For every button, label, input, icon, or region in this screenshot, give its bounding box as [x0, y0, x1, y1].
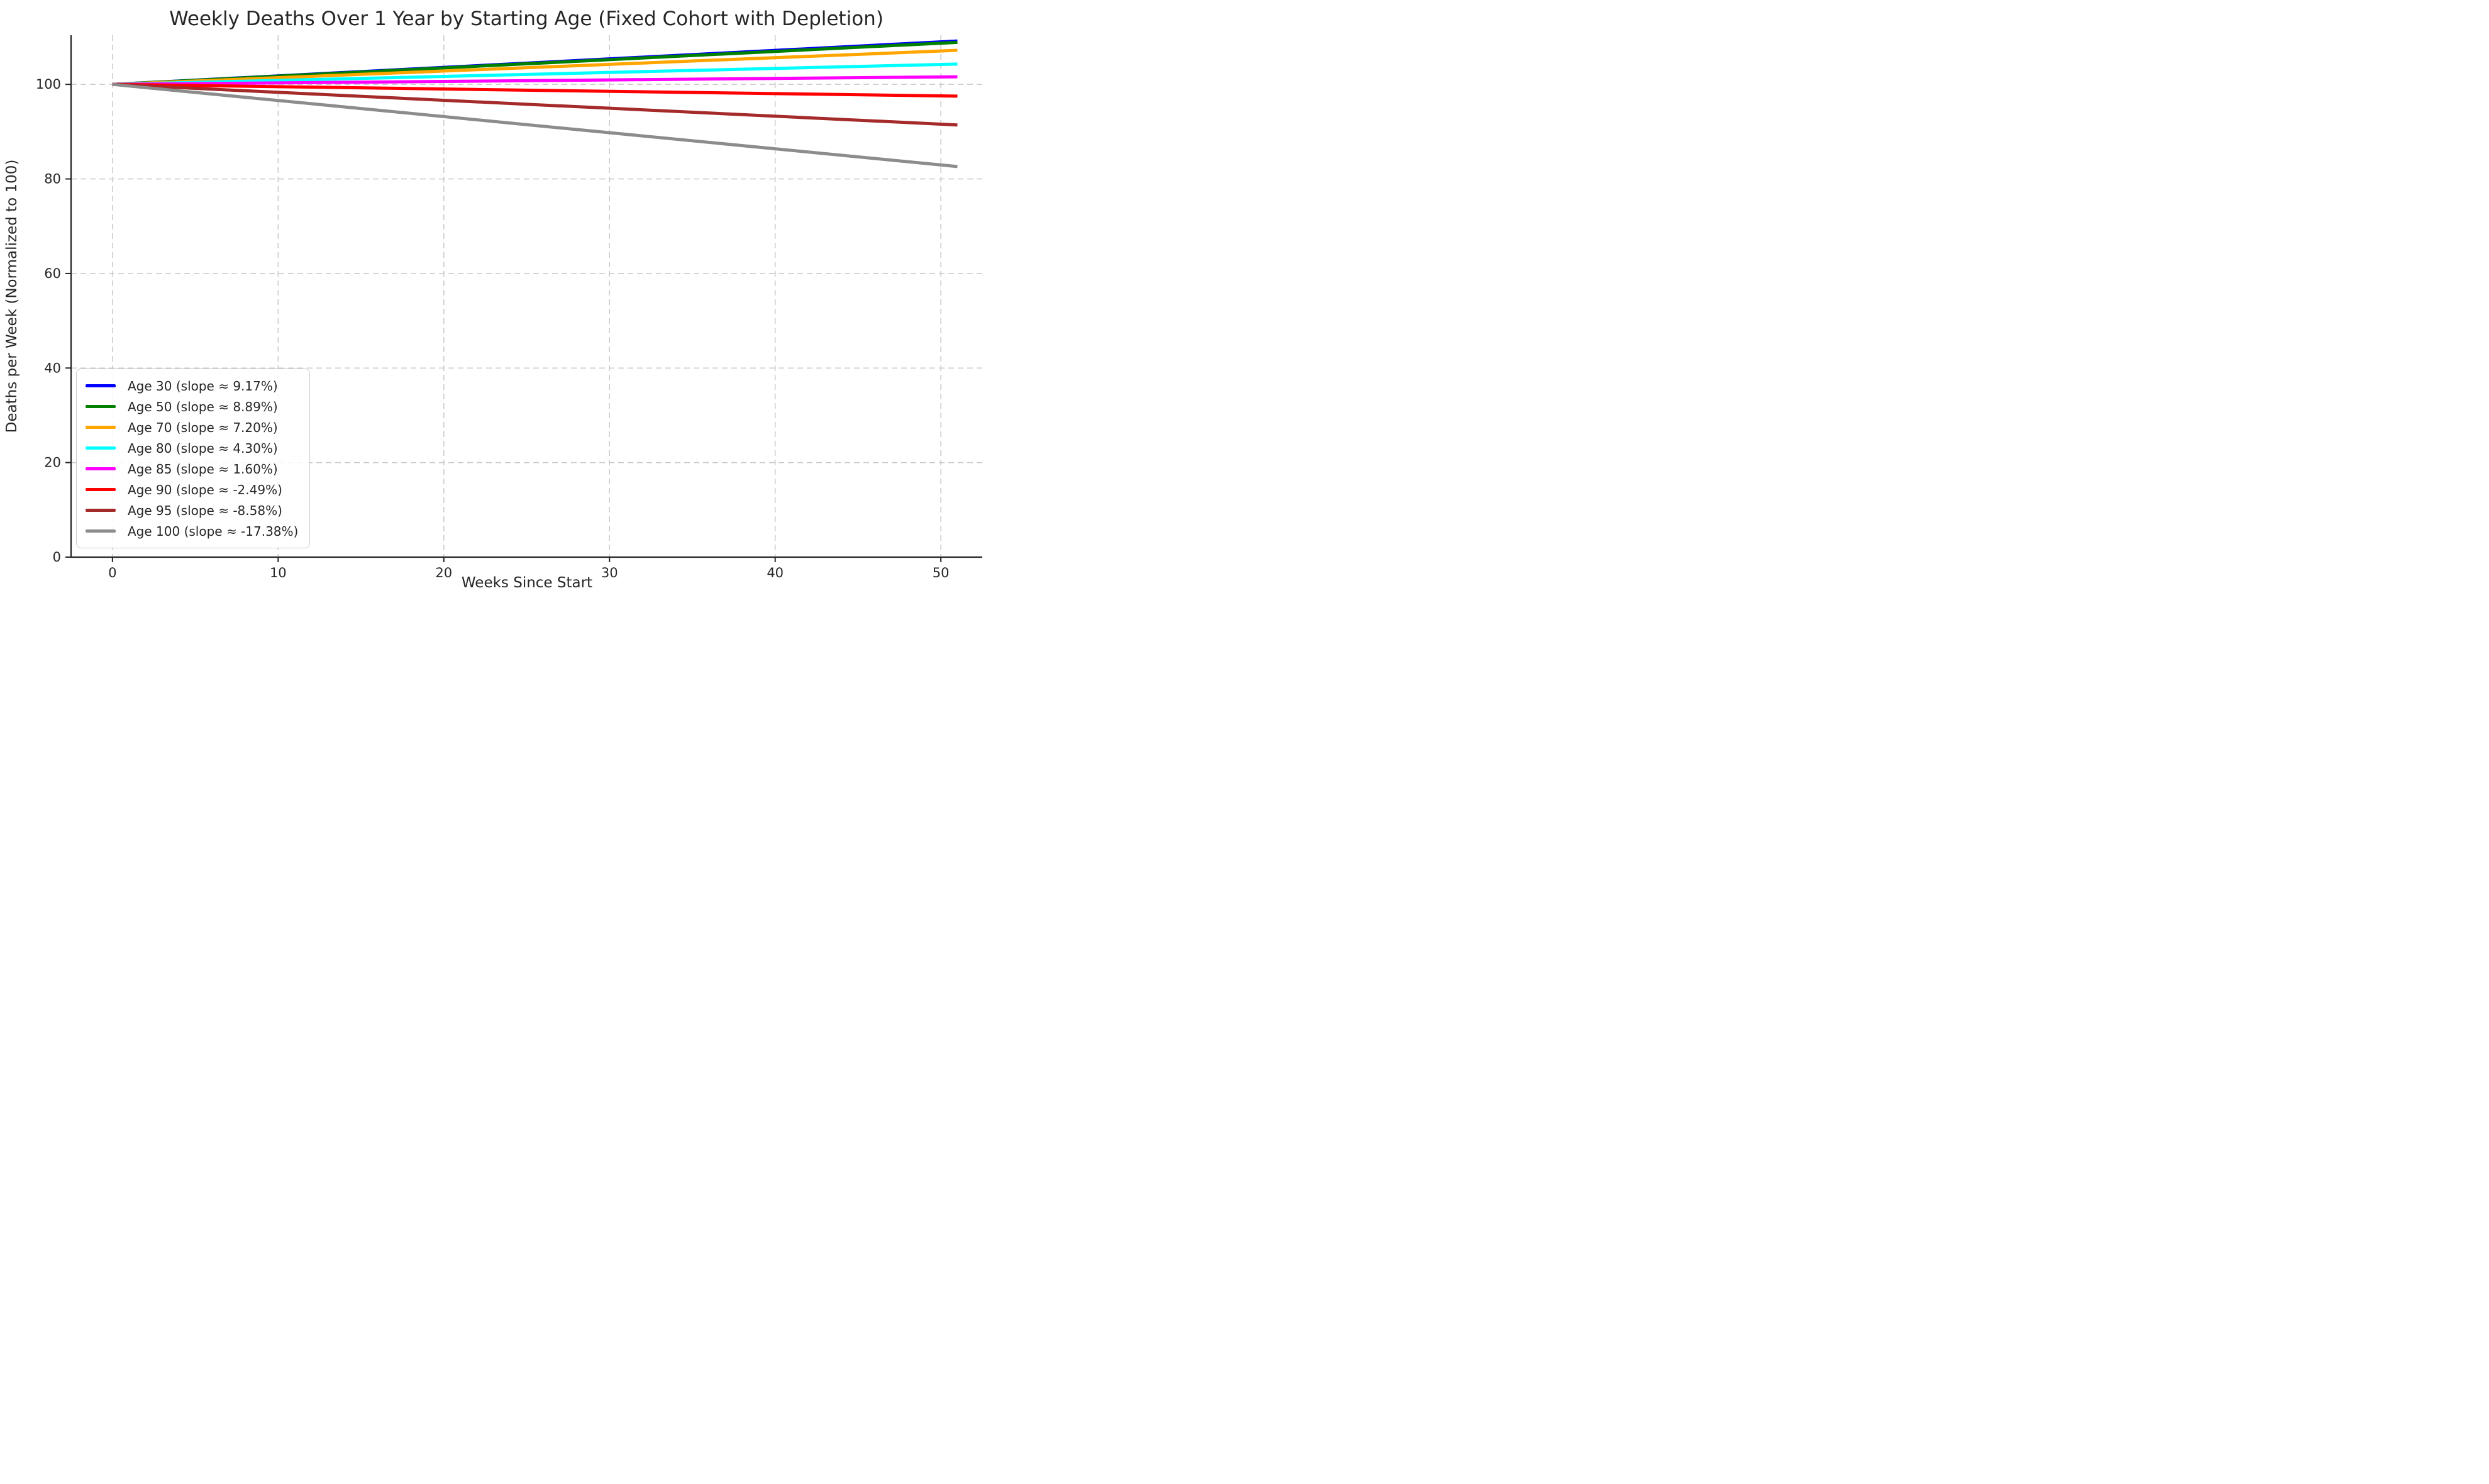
y-tick-label: 40 [44, 360, 61, 375]
series-line-age-95 [112, 82, 958, 127]
x-tick-label: 40 [767, 565, 784, 580]
legend-label: Age 50 (slope ≈ 8.89%) [128, 399, 278, 414]
legend-item-age-95: Age 95 (slope ≈ -8.58%) [83, 500, 302, 521]
legend-swatch-age-95 [86, 509, 116, 512]
legend-item-age-85: Age 85 (slope ≈ 1.60%) [83, 458, 302, 479]
legend-item-age-100: Age 100 (slope ≈ -17.38%) [83, 521, 302, 541]
legend-swatch-age-100 [86, 529, 116, 533]
y-tick-label: 0 [53, 550, 61, 565]
legend-label: Age 100 (slope ≈ -17.38%) [128, 523, 299, 539]
legend-item-age-30: Age 30 (slope ≈ 9.17%) [83, 375, 302, 396]
legend-label: Age 85 (slope ≈ 1.60%) [128, 461, 278, 477]
y-tick-label: 60 [44, 266, 61, 281]
legend: Age 30 (slope ≈ 9.17%) Age 50 (slope ≈ 8.… [76, 368, 310, 548]
series-line-age-100 [112, 82, 958, 169]
y-tick-label: 80 [44, 172, 61, 187]
y-axis-label: Deaths per Week (Normalized to 100) [4, 160, 20, 433]
figure: 0 10 20 30 40 50 0 20 40 60 80 100 Weekly Deaths O… [0, 0, 995, 594]
line-chart: 0 10 20 30 40 50 0 20 40 60 80 100 Weekly Deaths O… [4, 8, 982, 591]
chart-title: Weekly Deaths Over 1 Year by Starting Ag… [169, 8, 884, 30]
legend-label: Age 90 (slope ≈ -2.49%) [128, 482, 282, 497]
series-line-age-85 [112, 75, 958, 86]
series-line-age-80 [112, 62, 958, 86]
legend-swatch-age-30 [86, 384, 116, 387]
series-line-age-70 [112, 48, 958, 86]
legend-label: Age 80 (slope ≈ 4.30%) [128, 440, 278, 456]
legend-label: Age 95 (slope ≈ -8.58%) [128, 502, 282, 518]
legend-item-age-50: Age 50 (slope ≈ 8.89%) [83, 396, 302, 417]
legend-item-age-90: Age 90 (slope ≈ -2.49%) [83, 479, 302, 500]
tick-marks [65, 84, 942, 562]
legend-label: Age 30 (slope ≈ 9.17%) [128, 378, 278, 394]
x-tick-label: 30 [601, 565, 618, 580]
legend-swatch-age-90 [86, 488, 116, 491]
x-tick-label: 50 [933, 565, 950, 580]
series-lines [112, 39, 958, 169]
legend-swatch-age-70 [86, 426, 116, 429]
x-tick-label: 10 [270, 565, 287, 580]
x-axis-label: Weeks Since Start [462, 575, 592, 591]
legend-swatch-age-85 [86, 467, 116, 470]
x-tick-label: 0 [108, 565, 116, 580]
legend-swatch-age-50 [86, 405, 116, 408]
series-line-age-90 [112, 82, 958, 98]
y-tick-labels: 0 20 40 60 80 100 [36, 77, 61, 565]
x-tick-labels: 0 10 20 30 40 50 [108, 565, 949, 580]
legend-label: Age 70 (slope ≈ 7.20%) [128, 419, 278, 435]
legend-item-age-80: Age 80 (slope ≈ 4.30%) [83, 438, 302, 458]
legend-item-age-70: Age 70 (slope ≈ 7.20%) [83, 417, 302, 438]
legend-swatch-age-80 [86, 446, 116, 450]
x-tick-label: 20 [435, 565, 452, 580]
axis-spines [70, 35, 982, 558]
y-tick-label: 20 [44, 455, 61, 470]
y-tick-label: 100 [36, 77, 61, 92]
